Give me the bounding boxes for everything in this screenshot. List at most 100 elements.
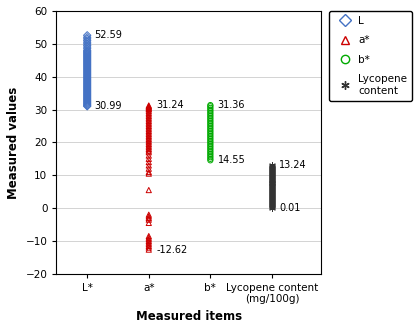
Point [145, 166, 152, 171]
Point [84, 77, 91, 82]
Point [84, 36, 91, 42]
Point [268, 195, 275, 200]
Point [268, 182, 275, 187]
Point [84, 90, 91, 95]
Point [268, 167, 275, 172]
Point [207, 105, 214, 111]
Point [268, 186, 275, 191]
Point [268, 198, 275, 203]
Point [268, 175, 275, 180]
Point [84, 80, 91, 85]
Point [84, 71, 91, 77]
Point [145, 120, 152, 125]
Point [84, 88, 91, 93]
Point [207, 132, 214, 137]
Point [84, 55, 91, 60]
Point [84, 57, 91, 62]
Point [84, 64, 91, 70]
Point [84, 53, 91, 58]
Point [145, 235, 152, 240]
Point [84, 85, 91, 90]
Point [145, 137, 152, 142]
Point [268, 185, 275, 190]
Point [268, 162, 275, 167]
Point [268, 174, 275, 179]
Point [268, 205, 275, 210]
Point [145, 163, 152, 168]
Point [145, 107, 152, 112]
Point [84, 98, 91, 103]
Point [207, 146, 214, 151]
Point [207, 110, 214, 116]
Point [268, 184, 275, 189]
Point [207, 118, 214, 124]
Point [145, 187, 152, 193]
Point [207, 104, 214, 109]
Point [84, 79, 91, 84]
Point [84, 103, 91, 108]
Point [84, 102, 91, 107]
Point [84, 62, 91, 67]
Point [84, 51, 91, 56]
Point [268, 204, 275, 209]
Point [84, 73, 91, 79]
Point [84, 49, 91, 54]
Point [145, 214, 152, 219]
Point [268, 189, 275, 194]
Point [145, 110, 152, 116]
Point [84, 40, 91, 45]
Point [145, 128, 152, 134]
Point [207, 109, 214, 114]
Point [84, 63, 91, 69]
Point [207, 120, 214, 125]
Point [145, 106, 152, 112]
Point [84, 45, 91, 50]
Point [268, 191, 275, 196]
Point [268, 203, 275, 208]
Point [145, 109, 152, 114]
Point [145, 240, 152, 245]
Point [145, 140, 152, 145]
Point [207, 140, 214, 145]
Point [145, 127, 152, 132]
Point [84, 58, 91, 63]
Point [145, 122, 152, 127]
Point [207, 102, 214, 108]
Point [268, 199, 275, 204]
Point [145, 243, 152, 248]
Point [84, 38, 91, 43]
Point [207, 107, 214, 112]
Point [145, 132, 152, 137]
Point [84, 66, 91, 72]
Point [145, 125, 152, 130]
Point [84, 72, 91, 78]
Point [84, 35, 91, 40]
Point [207, 125, 214, 130]
Point [145, 212, 152, 217]
Point [84, 78, 91, 83]
Text: 14.55: 14.55 [218, 155, 246, 165]
Point [145, 104, 152, 110]
Point [207, 123, 214, 129]
Point [84, 74, 91, 80]
Point [207, 138, 214, 144]
Point [84, 70, 91, 76]
Point [145, 103, 152, 108]
Text: 13.24: 13.24 [279, 160, 307, 170]
Point [84, 68, 91, 74]
Point [145, 159, 152, 165]
Point [84, 83, 91, 88]
Point [84, 65, 91, 71]
Point [268, 202, 275, 207]
Text: 31.36: 31.36 [218, 100, 245, 110]
Point [145, 104, 152, 109]
Point [145, 133, 152, 139]
Point [268, 192, 275, 197]
Point [207, 154, 214, 160]
Point [207, 149, 214, 155]
Point [207, 156, 214, 161]
Point [84, 69, 91, 75]
Text: 52.59: 52.59 [94, 30, 123, 40]
Point [84, 104, 91, 109]
Point [268, 180, 275, 185]
